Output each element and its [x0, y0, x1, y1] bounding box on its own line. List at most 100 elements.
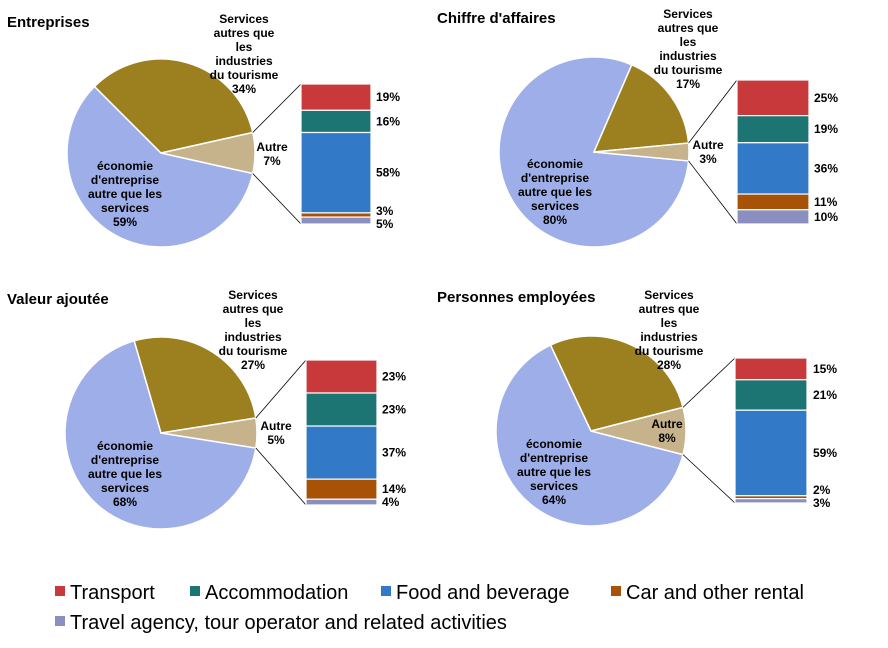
pie-slice-services-non-tourism [133, 336, 257, 434]
stacked-bar: 23% 23% 37% 14%4% [305, 359, 406, 509]
connector-line-bottom [682, 454, 736, 504]
connector-line-top [688, 79, 738, 144]
pie-label-economy-value: 80% [543, 213, 567, 227]
pie-label-economy: autre que les [518, 185, 592, 199]
bar-segment-travel-agency [736, 209, 810, 225]
chart-title: Personnes employées [437, 289, 595, 306]
connector-line-bottom [688, 160, 738, 225]
pie-label-services: Services [644, 288, 694, 302]
pie-label-economy: services [101, 201, 149, 215]
bar-segment-transport [300, 83, 372, 111]
legend-item-food-beverage: Food and beverage [381, 582, 569, 604]
pie-label-economy: économie [526, 437, 582, 451]
bar-label-car-rental: 2% [813, 483, 831, 497]
pie-label-autre-value: 5% [267, 433, 285, 447]
pie-label-services: autres que [223, 302, 284, 316]
legend-swatch [55, 586, 65, 596]
pie-slice-autre [160, 417, 258, 449]
bar-label-accommodation: 23% [382, 403, 406, 417]
pie-label-economy: économie [97, 439, 153, 453]
pie-label-services: autres que [658, 21, 719, 35]
bar-label-food-beverage: 36% [814, 161, 838, 175]
bar-segment-transport [734, 357, 808, 381]
bar-segment-accommodation [300, 109, 372, 134]
legend-item-accommodation: Accommodation [190, 582, 348, 604]
legend-label: Accommodation [205, 582, 348, 604]
pie-label-services-value: 27% [241, 358, 265, 372]
pie-label-autre: Autre [651, 417, 683, 431]
legend-item-travel-agency: Travel agency, tour operator and related… [55, 612, 507, 634]
pie-label-autre: Autre [260, 419, 292, 433]
pie-label-services-value: 28% [657, 358, 681, 372]
chart-title: Entreprises [7, 14, 90, 31]
bar-segment-food-beverage [300, 131, 372, 214]
pie-label-services: du tourisme [219, 344, 288, 358]
pie-label-economy: économie [97, 159, 153, 173]
pie-label-services-value: 34% [232, 82, 256, 96]
pie [64, 336, 258, 530]
legend-item-car-rental: Car and other rental [611, 582, 804, 604]
legend-item-transport: Transport [55, 582, 155, 604]
pie-label-economy: économie [527, 157, 583, 171]
pie-slice-autre [590, 406, 687, 456]
legend-swatch [190, 586, 200, 596]
pie-label-autre-value: 3% [699, 152, 717, 166]
pie-label-economy: autre que les [517, 465, 591, 479]
bar-label-transport: 23% [382, 370, 406, 384]
bar-label-food-beverage: 59% [813, 446, 837, 460]
pie-slice-other-economy [66, 85, 254, 248]
pie [66, 58, 256, 248]
legend-swatch [381, 586, 391, 596]
bar-segment-transport [736, 79, 810, 117]
pie-label-autre-value: 8% [658, 431, 676, 445]
pie-label-services: les [236, 40, 253, 54]
bar-segment-travel-agency [305, 498, 378, 506]
pie-slice-other-economy [495, 344, 684, 527]
bar-segment-travel-agency [300, 216, 372, 225]
bar-segment-accommodation [736, 115, 810, 144]
pie-label-services: du tourisme [654, 63, 723, 77]
bar-label-car-rental: 3% [376, 204, 394, 218]
stacked-bar: 15% 21% 59% 2%3% [734, 357, 837, 510]
pie-label-economy: services [101, 481, 149, 495]
connector-line-top [252, 83, 302, 133]
legend-swatch [55, 616, 65, 626]
bar-segment-food-beverage [305, 425, 378, 480]
bar-segment-car-rental [300, 212, 372, 218]
bar-label-travel-agency: 3% [813, 496, 831, 510]
pie-label-economy: services [531, 199, 579, 213]
bar-segment-car-rental [736, 193, 810, 211]
pie-label-services: industries [224, 330, 282, 344]
bar-segment-transport [305, 359, 378, 394]
pie-label-economy: services [530, 479, 578, 493]
pie-label-services: industries [640, 330, 698, 344]
bar-label-transport: 15% [813, 362, 837, 376]
pie-label-services: industries [659, 49, 717, 63]
pie-label-services: industries [215, 54, 273, 68]
bar-label-accommodation: 21% [813, 388, 837, 402]
bar-segment-food-beverage [736, 142, 810, 195]
pie-slice-services-non-tourism [549, 335, 684, 432]
connector-line-bottom [252, 173, 302, 225]
connector-line-top [255, 359, 307, 419]
legend-swatch [611, 586, 621, 596]
pie [495, 335, 687, 527]
pie-slice-autre [593, 142, 690, 162]
pie-label-economy-value: 59% [113, 215, 137, 229]
pie-label-economy: d'entreprise [91, 173, 160, 187]
legend-label: Car and other rental [626, 582, 804, 604]
bar-label-food-beverage: 58% [376, 166, 400, 180]
bar-segment-food-beverage [734, 409, 808, 497]
pie-label-economy: d'entreprise [520, 451, 589, 465]
pie-label-services-value: 17% [676, 77, 700, 91]
bar-label-transport: 25% [814, 91, 838, 105]
bar-label-transport: 19% [376, 90, 400, 104]
stacked-bar: 19% 16% 58% 3%5% [300, 83, 400, 231]
pie-label-services: les [680, 35, 697, 49]
bar-label-car-rental: 14% [382, 482, 406, 496]
pie-label-economy: d'entreprise [91, 453, 160, 467]
